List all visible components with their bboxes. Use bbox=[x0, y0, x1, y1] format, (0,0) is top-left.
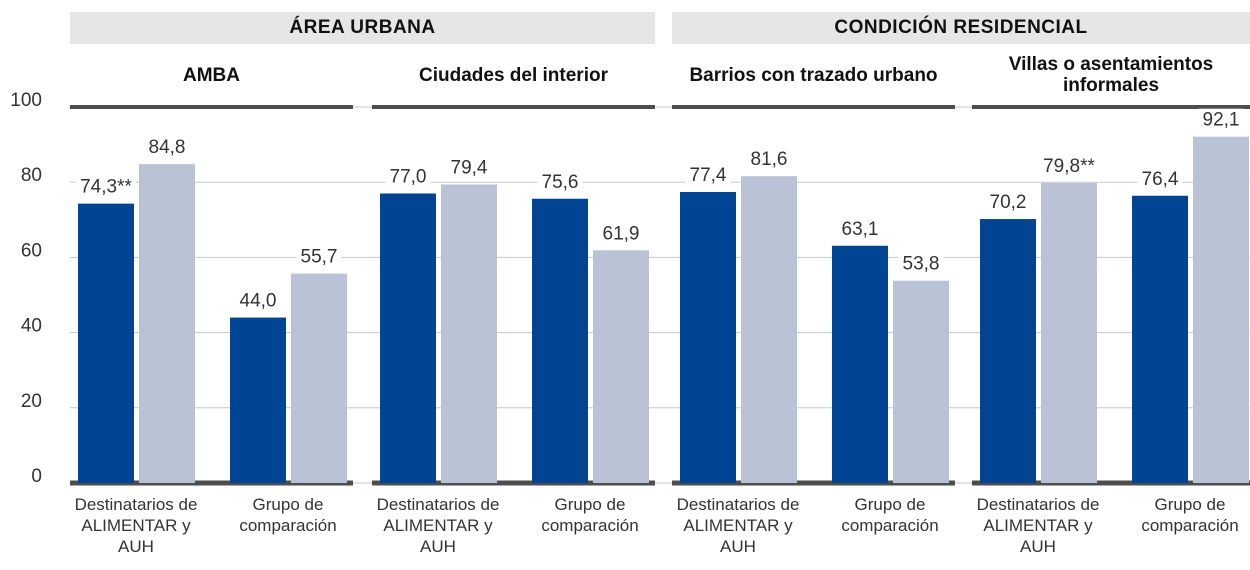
bar bbox=[441, 184, 497, 483]
bar bbox=[980, 219, 1036, 483]
value-label: 77,0 bbox=[390, 166, 427, 187]
bar bbox=[291, 273, 347, 483]
value-label: 44,0 bbox=[240, 291, 277, 312]
value-label: 74,3** bbox=[80, 177, 132, 198]
label-bg bbox=[385, 165, 431, 190]
group-title: CONDICIÓN RESIDENCIAL bbox=[834, 17, 1088, 38]
label-bg bbox=[685, 163, 731, 188]
group-band bbox=[672, 12, 1250, 44]
label-bg bbox=[296, 245, 342, 270]
value-label: 70,2 bbox=[990, 192, 1027, 213]
x-tick-label: Destinatarios de ALIMENTAR y AUH bbox=[676, 495, 800, 556]
panel-title: Villas o asentamientos informales bbox=[1008, 54, 1214, 96]
panel-title: Ciudades del interior bbox=[419, 64, 608, 86]
value-label: 77,4 bbox=[690, 165, 727, 186]
label-bg bbox=[985, 191, 1031, 216]
label-bg bbox=[1137, 167, 1183, 192]
value-label: 92,1 bbox=[1203, 110, 1240, 131]
bar bbox=[532, 198, 588, 483]
bar bbox=[230, 317, 286, 483]
label-bg bbox=[76, 175, 136, 200]
value-label: 76,4 bbox=[1142, 169, 1179, 190]
value-label: 75,6 bbox=[542, 172, 579, 193]
value-label: 61,9 bbox=[603, 223, 640, 244]
x-tick-label: Grupo de comparación bbox=[541, 495, 639, 535]
value-label: 84,8 bbox=[149, 137, 186, 158]
value-label: 53,8 bbox=[903, 254, 940, 275]
label-bg bbox=[537, 170, 583, 195]
x-tick-label: Grupo de comparación bbox=[841, 495, 939, 535]
bar bbox=[1132, 195, 1188, 483]
label-bg bbox=[446, 156, 492, 181]
label-bg bbox=[1198, 108, 1244, 133]
bar bbox=[1041, 182, 1097, 483]
x-tick-label: Grupo de comparación bbox=[239, 495, 337, 535]
y-tick-label: 100 bbox=[10, 90, 42, 111]
bar bbox=[139, 164, 195, 484]
panel-title: AMBA bbox=[183, 64, 240, 86]
value-label: 63,1 bbox=[842, 219, 879, 240]
bar bbox=[380, 193, 436, 484]
bar bbox=[832, 245, 888, 483]
label-bg bbox=[746, 148, 792, 173]
label-bg bbox=[837, 217, 883, 242]
bar bbox=[680, 191, 736, 483]
y-tick-label: 40 bbox=[21, 316, 42, 337]
y-tick-label: 20 bbox=[21, 391, 42, 412]
value-label: 79,4 bbox=[451, 157, 488, 178]
group-title: ÁREA URBANA bbox=[289, 17, 436, 38]
value-label: 79,8** bbox=[1043, 156, 1095, 177]
label-bg bbox=[235, 289, 281, 314]
group-band bbox=[70, 12, 655, 44]
y-tick-label: 60 bbox=[21, 240, 42, 261]
label-bg bbox=[898, 252, 944, 277]
x-tick-label: Destinatarios de ALIMENTAR y AUH bbox=[74, 495, 198, 556]
panel-title: Barrios con trazado urbano bbox=[689, 64, 938, 86]
bar bbox=[78, 203, 134, 483]
label-bg bbox=[1039, 154, 1099, 179]
y-tick-label: 80 bbox=[21, 165, 42, 186]
bar bbox=[1193, 136, 1249, 484]
value-label: 81,6 bbox=[751, 149, 788, 170]
label-bg bbox=[598, 222, 644, 247]
x-tick-label: Destinatarios de ALIMENTAR y AUH bbox=[976, 495, 1100, 556]
x-tick-label: Destinatarios de ALIMENTAR y AUH bbox=[376, 495, 500, 556]
value-label: 55,7 bbox=[301, 247, 338, 268]
bar bbox=[593, 250, 649, 483]
bar bbox=[741, 176, 797, 483]
bar bbox=[893, 280, 949, 483]
y-tick-label: 0 bbox=[31, 466, 42, 487]
x-tick-label: Grupo de comparación bbox=[1141, 495, 1239, 535]
label-bg bbox=[144, 136, 190, 161]
